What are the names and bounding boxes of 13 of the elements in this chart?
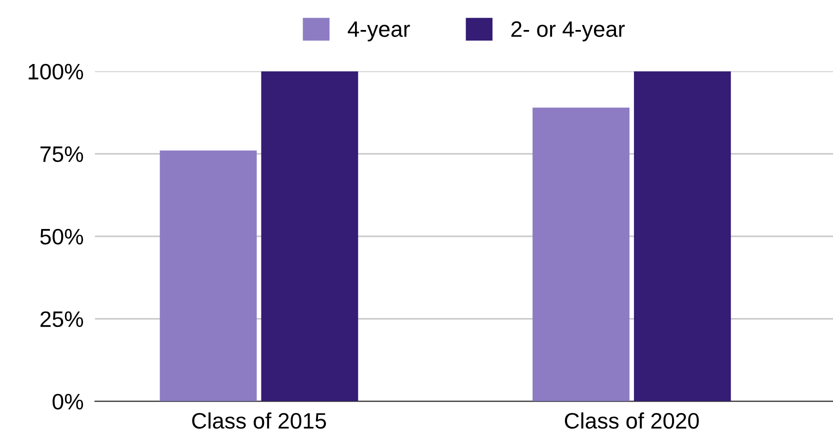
y-tick-label: 0% — [52, 394, 84, 410]
bar — [160, 150, 257, 402]
x-tick-label: Class of 2015 — [192, 412, 326, 429]
bar — [532, 108, 630, 402]
y-tick-label: 100% — [28, 64, 84, 80]
y-tick-label: 75% — [40, 146, 84, 162]
y-tick-label: 25% — [40, 311, 84, 328]
bar — [634, 71, 731, 402]
x-tick-label: Class of 2020 — [564, 412, 699, 429]
bar — [261, 71, 358, 402]
y-tick-label: 50% — [40, 228, 84, 245]
legend-label: 4-year — [348, 21, 410, 42]
legend-label: 2- or 4-year — [511, 21, 625, 42]
